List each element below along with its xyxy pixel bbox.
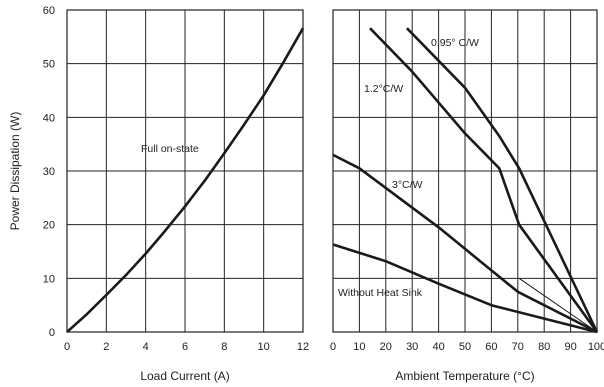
y-tick-label: 50 xyxy=(43,59,55,71)
y-tick-label: 40 xyxy=(43,112,55,124)
right-plot-frame xyxy=(332,9,598,333)
x-tick-label: 30 xyxy=(406,341,418,353)
x-tick-label: 80 xyxy=(538,341,550,353)
y-tick-label: 20 xyxy=(43,220,55,232)
x-tick-label: 50 xyxy=(459,341,471,353)
x-tick-label: 0 xyxy=(64,341,70,353)
series-line xyxy=(332,153,598,334)
left-tick-labels: 0 2 4 6 8 10 12 0 10 20 30 40 50 60 xyxy=(43,5,309,353)
x-tick-label: 90 xyxy=(564,341,576,353)
x-tick-label: 60 xyxy=(485,341,497,353)
left-x-axis-label: Load Current (A) xyxy=(140,369,229,383)
series-label-0-95-cw: 0.95° C/W xyxy=(431,37,479,49)
y-tick-label: 30 xyxy=(43,166,55,178)
y-tick-label: 10 xyxy=(43,273,55,285)
x-tick-label: 12 xyxy=(297,341,309,353)
series-line xyxy=(405,27,599,333)
x-tick-label: 8 xyxy=(221,341,227,353)
full-on-state-label: Full on-state xyxy=(141,143,199,155)
x-tick-label: 6 xyxy=(182,341,188,353)
x-tick-label: 20 xyxy=(380,341,392,353)
right-tick-labels: 0 10 20 30 40 50 60 70 80 90 100 xyxy=(330,341,604,353)
reference-line xyxy=(518,277,598,333)
x-tick-label: 0 xyxy=(330,341,336,353)
right-gridlines xyxy=(333,10,597,332)
series-line xyxy=(66,27,305,333)
left-series xyxy=(66,27,305,333)
left-gridlines xyxy=(67,10,303,332)
right-x-axis-label: Ambient Temperature (°C) xyxy=(395,369,534,383)
x-tick-label: 10 xyxy=(353,341,365,353)
right-series xyxy=(332,27,599,334)
right-chart: 0 10 20 30 40 50 60 70 80 90 100 Ambient Temperatu… xyxy=(330,9,604,383)
x-tick-label: 40 xyxy=(432,341,444,353)
x-tick-label: 100 xyxy=(588,341,604,353)
x-tick-label: 10 xyxy=(258,341,270,353)
x-tick-label: 4 xyxy=(143,341,149,353)
y-tick-label: 60 xyxy=(43,5,55,17)
x-tick-label: 2 xyxy=(103,341,109,353)
series-label-without-heat-sink: Without Heat Sink xyxy=(338,287,423,299)
left-plot-frame xyxy=(66,9,304,333)
series-line xyxy=(369,27,599,333)
left-y-axis-label: Power Dissipation (W) xyxy=(8,112,22,231)
series-label-3-cw: 3°C/W xyxy=(392,179,423,191)
x-tick-label: 70 xyxy=(512,341,524,353)
series-label-1-2-cw: 1.2°C/W xyxy=(364,83,403,95)
series-line xyxy=(332,243,598,334)
y-tick-label: 0 xyxy=(49,327,55,339)
